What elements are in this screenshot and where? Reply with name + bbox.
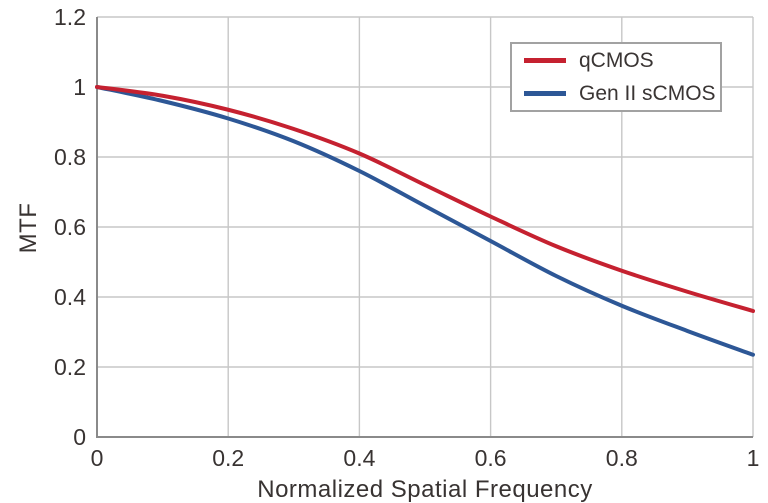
x-tick-label: 0.6 — [475, 445, 507, 471]
y-tick-label: 0 — [73, 424, 86, 450]
legend-label-gen2-scmos: Gen II sCMOS — [579, 82, 716, 105]
x-tick-label: 0 — [91, 445, 104, 471]
legend: qCMOS Gen II sCMOS — [510, 42, 722, 112]
y-tick-label: 1 — [73, 74, 86, 100]
y-axis-title: MTF — [15, 202, 42, 254]
gen2-scmos-line-swatch — [524, 91, 566, 96]
y-tick-label: 1.2 — [54, 4, 86, 30]
legend-item-qcmos: qCMOS — [524, 50, 720, 71]
y-tick-label: 0.2 — [54, 354, 86, 380]
legend-item-gen2-scmos: Gen II sCMOS — [524, 83, 720, 104]
qcmos-line-swatch — [524, 58, 566, 63]
x-tick-label: 1 — [747, 445, 760, 471]
x-tick-label: 0.4 — [343, 445, 375, 471]
y-tick-label: 0.4 — [54, 284, 86, 310]
y-tick-label: 0.8 — [54, 144, 86, 170]
x-tick-label: 0.8 — [606, 445, 638, 471]
series-line-gen-ii-scmos — [95, 85, 755, 357]
legend-label-qcmos: qCMOS — [579, 49, 654, 72]
series-line-qcmos — [95, 85, 755, 313]
x-tick-label: 0.2 — [212, 445, 244, 471]
y-tick-label: 0.6 — [54, 214, 86, 240]
x-axis-title: Normalized Spatial Frequency — [257, 476, 593, 503]
